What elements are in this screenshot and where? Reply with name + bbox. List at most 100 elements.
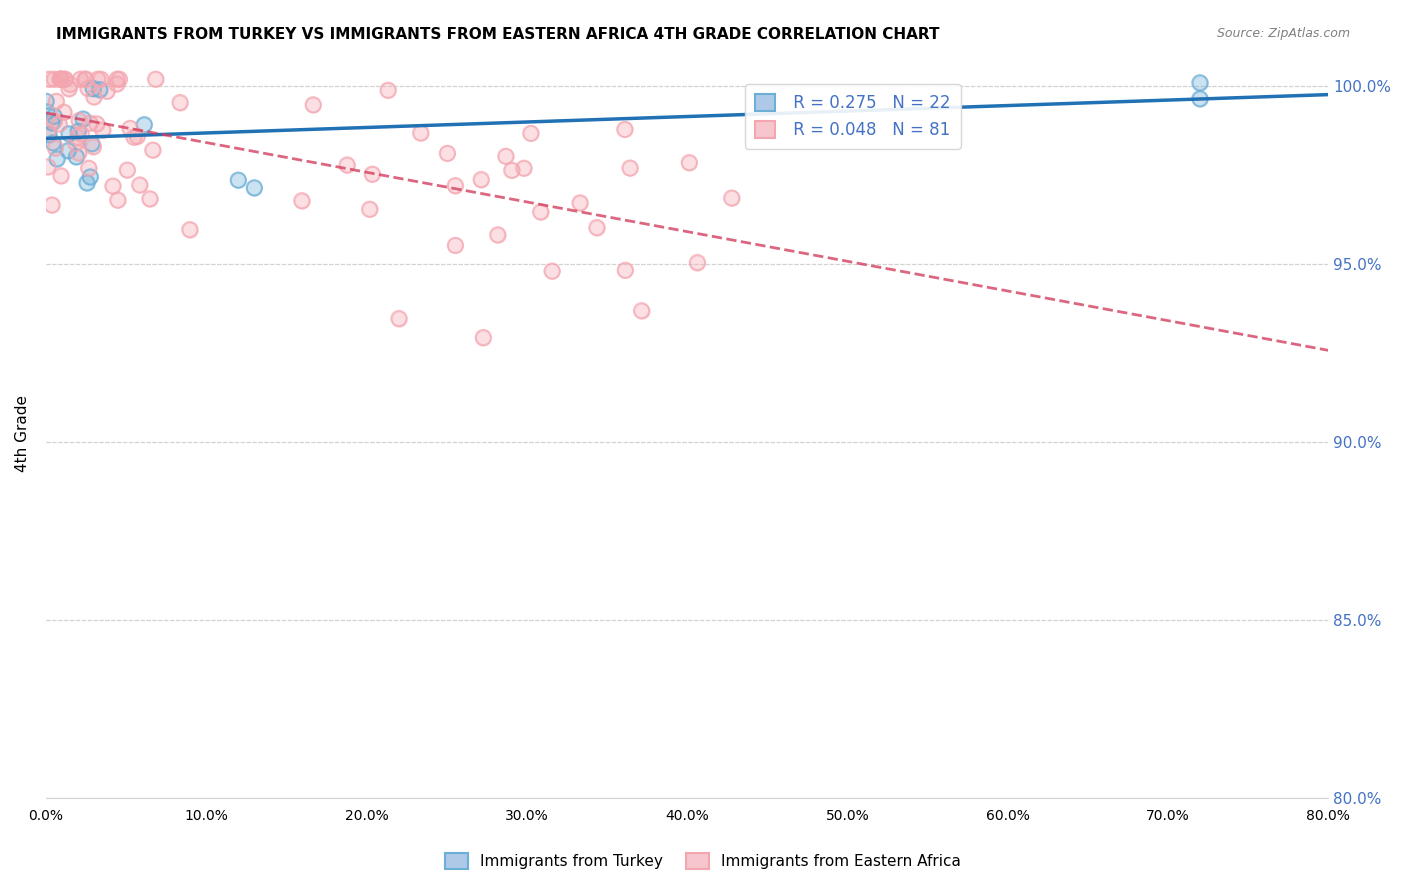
Text: Source: ZipAtlas.com: Source: ZipAtlas.com	[1216, 27, 1350, 40]
Point	[720, 191, 742, 205]
Point	[377, 83, 399, 97]
Point	[495, 149, 517, 163]
Point	[45, 95, 67, 109]
Point	[495, 149, 517, 163]
Point	[49, 72, 72, 87]
Point	[501, 163, 523, 178]
Point	[41, 116, 63, 130]
Point	[530, 205, 553, 219]
Point	[586, 220, 609, 235]
Point	[44, 72, 66, 87]
Point	[108, 72, 131, 87]
Point	[686, 255, 709, 269]
Point	[44, 141, 66, 155]
Point	[69, 72, 91, 87]
Point	[291, 194, 314, 208]
Point	[89, 82, 111, 96]
Point	[613, 122, 636, 136]
Point	[291, 194, 314, 208]
Point	[38, 72, 60, 87]
Point	[1188, 76, 1211, 90]
Point	[91, 123, 114, 137]
Point	[486, 227, 509, 242]
Point	[35, 104, 58, 119]
Point	[65, 150, 87, 164]
Point	[83, 90, 105, 104]
Point	[169, 95, 191, 110]
Point	[302, 97, 325, 112]
Point	[44, 141, 66, 155]
Point	[96, 84, 118, 98]
Point	[58, 81, 80, 95]
Point	[105, 77, 128, 91]
Point	[1188, 76, 1211, 90]
Point	[66, 130, 89, 145]
Point	[472, 330, 495, 344]
Point	[541, 264, 564, 278]
Point	[520, 127, 543, 141]
Point	[49, 72, 72, 87]
Point	[46, 152, 69, 166]
Point	[65, 136, 87, 151]
Point	[91, 123, 114, 137]
Point	[569, 195, 592, 210]
Point	[35, 95, 58, 109]
Point	[58, 127, 80, 141]
Point	[686, 255, 709, 269]
Point	[41, 198, 63, 212]
Point	[86, 72, 108, 87]
Point	[49, 72, 72, 87]
Point	[66, 130, 89, 145]
Point	[139, 192, 162, 206]
Point	[486, 227, 509, 242]
Point	[630, 303, 652, 318]
Point	[336, 158, 359, 172]
Point	[1188, 92, 1211, 106]
Point	[122, 130, 145, 145]
Point	[56, 144, 79, 158]
Point	[59, 78, 82, 92]
Point	[619, 161, 641, 175]
Point	[409, 126, 432, 140]
Point	[58, 81, 80, 95]
Point	[530, 205, 553, 219]
Point	[444, 178, 467, 193]
Point	[127, 129, 149, 144]
Point	[76, 176, 98, 190]
Point	[83, 90, 105, 104]
Point	[361, 167, 384, 181]
Point	[436, 146, 458, 161]
Point	[79, 169, 101, 184]
Point	[38, 128, 60, 142]
Point	[179, 222, 201, 236]
Point	[53, 72, 76, 87]
Point	[127, 129, 149, 144]
Point	[630, 303, 652, 318]
Point	[45, 95, 67, 109]
Point	[67, 124, 90, 138]
Point	[377, 83, 399, 97]
Point	[169, 95, 191, 110]
Point	[49, 169, 72, 183]
Point	[444, 238, 467, 252]
Point	[117, 163, 139, 178]
Point	[336, 158, 359, 172]
Point	[67, 124, 90, 138]
Point	[82, 81, 104, 95]
Point	[80, 136, 103, 151]
Point	[37, 125, 59, 139]
Point	[46, 152, 69, 166]
Point	[520, 127, 543, 141]
Point	[388, 311, 411, 326]
Point	[59, 78, 82, 92]
Point	[44, 72, 66, 87]
Point	[89, 82, 111, 96]
Point	[541, 264, 564, 278]
Point	[361, 167, 384, 181]
Point	[67, 145, 90, 160]
Point	[41, 198, 63, 212]
Point	[48, 117, 70, 131]
Point	[65, 136, 87, 151]
Point	[67, 113, 90, 128]
Point	[56, 144, 79, 158]
